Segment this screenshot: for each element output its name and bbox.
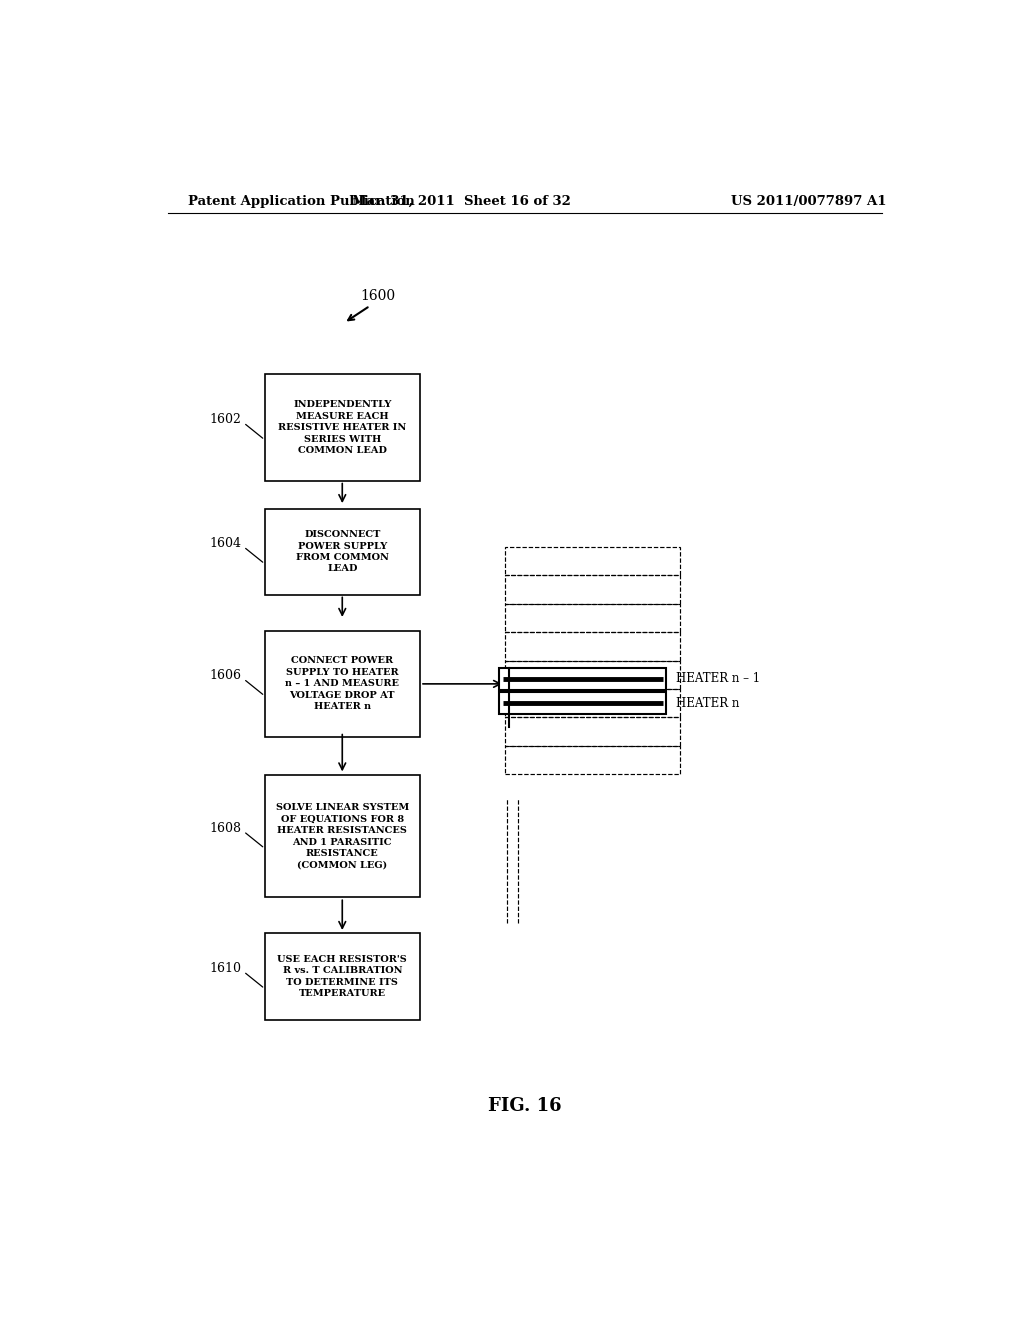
Bar [505, 603, 680, 632]
Text: 1604: 1604 [209, 537, 241, 550]
Text: US 2011/0077897 A1: US 2011/0077897 A1 [731, 194, 887, 207]
Text: HEATER n – 1: HEATER n – 1 [676, 672, 760, 685]
Bar [505, 576, 680, 603]
Bar [500, 668, 666, 690]
Bar [500, 692, 666, 714]
Bar [505, 746, 680, 775]
Text: 1610: 1610 [209, 962, 241, 975]
Text: INDEPENDENTLY
MEASURE EACH
RESISTIVE HEATER IN
SERIES WITH
COMMON LEAD: INDEPENDENTLY MEASURE EACH RESISTIVE HEA… [279, 400, 407, 455]
Text: 1602: 1602 [209, 413, 241, 426]
Bar [505, 689, 680, 718]
Bar [505, 718, 680, 746]
Text: CONNECT POWER
SUPPLY TO HEATER
n – 1 AND MEASURE
VOLTAGE DROP AT
HEATER n: CONNECT POWER SUPPLY TO HEATER n – 1 AND… [286, 656, 399, 711]
Text: 1606: 1606 [209, 669, 241, 682]
Bar [505, 660, 680, 689]
Text: 1600: 1600 [360, 289, 395, 302]
Text: FIG. 16: FIG. 16 [488, 1097, 561, 1114]
Text: Mar. 31, 2011  Sheet 16 of 32: Mar. 31, 2011 Sheet 16 of 32 [352, 194, 570, 207]
Bar [265, 631, 420, 738]
Text: 1608: 1608 [209, 822, 241, 834]
Text: HEATER n: HEATER n [676, 697, 739, 710]
Text: DISCONNECT
POWER SUPPLY
FROM COMMON
LEAD: DISCONNECT POWER SUPPLY FROM COMMON LEAD [296, 531, 389, 573]
Text: Patent Application Publication: Patent Application Publication [187, 194, 415, 207]
Text: SOLVE LINEAR SYSTEM
OF EQUATIONS FOR 8
HEATER RESISTANCES
AND 1 PARASITIC
RESIST: SOLVE LINEAR SYSTEM OF EQUATIONS FOR 8 H… [275, 803, 409, 870]
Bar [265, 508, 420, 595]
Bar [265, 775, 420, 898]
Bar [265, 933, 420, 1020]
Bar [265, 375, 420, 480]
Bar [505, 546, 680, 576]
Text: USE EACH RESISTOR'S
R vs. T CALIBRATION
TO DETERMINE ITS
TEMPERATURE: USE EACH RESISTOR'S R vs. T CALIBRATION … [278, 954, 408, 998]
Bar [505, 632, 680, 660]
